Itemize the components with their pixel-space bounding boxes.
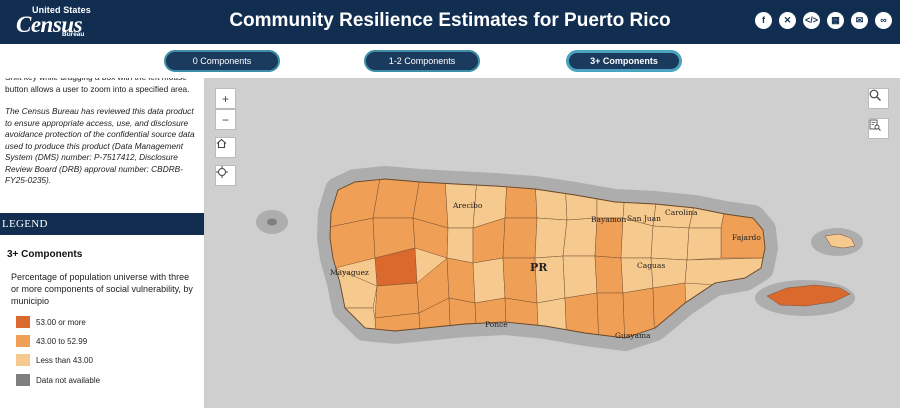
logo-top-text: United States bbox=[32, 5, 91, 15]
puerto-rico-map[interactable] bbox=[205, 78, 900, 408]
vieques-island[interactable] bbox=[766, 284, 851, 307]
qr-code-icon[interactable]: ▦ bbox=[827, 12, 844, 29]
home-button[interactable] bbox=[215, 137, 236, 158]
component-tab-bar: 0 Components 1-2 Components 3+ Component… bbox=[0, 44, 900, 78]
legend-item: 53.00 or more bbox=[16, 316, 86, 328]
legend-description: Percentage of population universe with t… bbox=[11, 272, 193, 306]
map-label-pr: PR bbox=[530, 261, 548, 274]
map-label-arecibo: Arecibo bbox=[453, 201, 483, 210]
map-label-mayaguez: Mayaguez bbox=[330, 268, 369, 277]
map-label-ponce: Ponce bbox=[485, 320, 508, 329]
tab-1-2-components[interactable]: 1-2 Components bbox=[364, 50, 480, 72]
page-title: Community Resilience Estimates for Puert… bbox=[229, 10, 671, 73]
crosshair-icon bbox=[216, 166, 228, 178]
disclaimer-text: The Census Bureau has reviewed this data… bbox=[5, 106, 195, 185]
home-icon bbox=[216, 138, 227, 149]
attribute-search-button[interactable] bbox=[868, 118, 889, 139]
legend-item-label: Less than 43.00 bbox=[36, 355, 93, 365]
sidebar-text: Shift key while dragging a box with the … bbox=[5, 78, 198, 198]
legend-swatch bbox=[16, 374, 30, 386]
census-logo[interactable]: United States Census Bureau bbox=[14, 5, 94, 39]
map-view[interactable]: Arecibo Bayamon San Juan Carolina Fajard… bbox=[205, 78, 900, 408]
map-label-carolina: Carolina bbox=[665, 208, 698, 217]
embed-icon[interactable]: </> bbox=[803, 12, 820, 29]
share-toolbar: f ✕ </> ▦ ✉ ∞ bbox=[755, 12, 892, 29]
zoom-out-button[interactable]: − bbox=[215, 109, 236, 130]
map-label-san-juan: San Juan bbox=[627, 214, 661, 223]
x-icon[interactable]: ✕ bbox=[779, 12, 796, 29]
map-label-caguas: Caguas bbox=[637, 261, 666, 270]
legend-swatch bbox=[16, 316, 30, 328]
tab-3-plus-components[interactable]: 3+ Components bbox=[566, 50, 682, 72]
legend-swatch bbox=[16, 335, 30, 347]
sidebar-panel[interactable]: Shift key while dragging a box with the … bbox=[0, 78, 205, 408]
legend-header[interactable]: LEGEND bbox=[0, 213, 204, 235]
legend-item: Data not available bbox=[16, 374, 100, 386]
legend-item-label: 53.00 or more bbox=[36, 317, 86, 327]
tab-0-components[interactable]: 0 Components bbox=[164, 50, 280, 72]
culebra-island[interactable] bbox=[824, 233, 856, 249]
email-icon[interactable]: ✉ bbox=[851, 12, 868, 29]
legend-item: 43.00 to 52.99 bbox=[16, 335, 87, 347]
municipio-polygons[interactable] bbox=[325, 178, 767, 348]
link-icon[interactable]: ∞ bbox=[875, 12, 892, 29]
search-icon bbox=[869, 89, 881, 101]
map-label-bayamon: Bayamon bbox=[591, 215, 627, 224]
legend-title: 3+ Components bbox=[7, 249, 83, 260]
legend-swatch bbox=[16, 354, 30, 366]
legend-item-label: 43.00 to 52.99 bbox=[36, 336, 88, 346]
mona-island[interactable] bbox=[267, 218, 277, 226]
search-button[interactable] bbox=[868, 88, 889, 109]
legend-item-label: Data not available bbox=[36, 375, 101, 385]
facebook-icon[interactable]: f bbox=[755, 12, 772, 29]
zoom-instructions: Shift key while dragging a box with the … bbox=[5, 78, 190, 94]
list-search-icon bbox=[869, 119, 881, 131]
locate-button[interactable] bbox=[215, 165, 236, 186]
legend-item: Less than 43.00 bbox=[16, 354, 93, 366]
zoom-in-button[interactable]: + bbox=[215, 88, 236, 109]
map-label-fajardo: Fajardo bbox=[732, 233, 761, 242]
logo-bottom-text: Bureau bbox=[62, 31, 85, 38]
app-header: United States Census Bureau Community Re… bbox=[0, 0, 900, 73]
map-label-guayama: Guayama bbox=[615, 331, 651, 340]
logo-main-text: Census bbox=[16, 12, 83, 37]
